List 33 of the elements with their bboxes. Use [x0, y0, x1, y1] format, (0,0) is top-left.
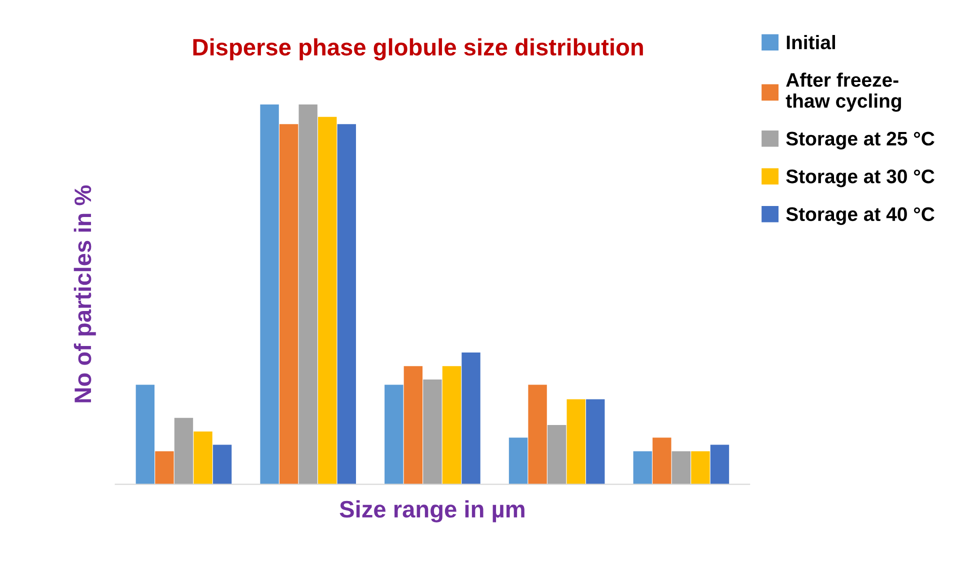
legend-label: Storage at 25 °C — [786, 132, 934, 150]
bar — [318, 116, 337, 484]
bar — [194, 431, 212, 484]
bar — [174, 418, 194, 484]
bar — [212, 444, 232, 484]
bar — [384, 384, 404, 484]
bar — [136, 384, 155, 484]
bar — [337, 124, 356, 484]
bar — [155, 451, 174, 484]
bar — [298, 104, 318, 484]
bar — [508, 438, 528, 484]
bar — [672, 451, 691, 484]
bar — [462, 352, 480, 484]
legend-label: Storage at 30 °C — [786, 170, 934, 188]
bar — [586, 399, 605, 484]
bar — [279, 124, 298, 484]
bar — [691, 451, 710, 484]
legend-label: Storage at 40 °C — [786, 207, 934, 226]
bar — [633, 451, 652, 484]
bar — [566, 399, 586, 484]
legend-label: After freeze- thaw cycling — [786, 72, 901, 112]
legend-label: Initial — [786, 35, 836, 50]
bar — [528, 384, 547, 484]
bar — [442, 366, 462, 484]
bar — [710, 444, 730, 484]
bar — [260, 104, 279, 484]
bar — [652, 438, 672, 484]
chart-title: Disperse phase globule size distribution — [193, 38, 643, 60]
y-axis-title: No of particles in % — [74, 185, 96, 402]
bar — [423, 379, 442, 484]
bar — [547, 425, 566, 484]
x-axis-title: Size range in µm — [340, 500, 524, 522]
bar — [404, 366, 423, 484]
